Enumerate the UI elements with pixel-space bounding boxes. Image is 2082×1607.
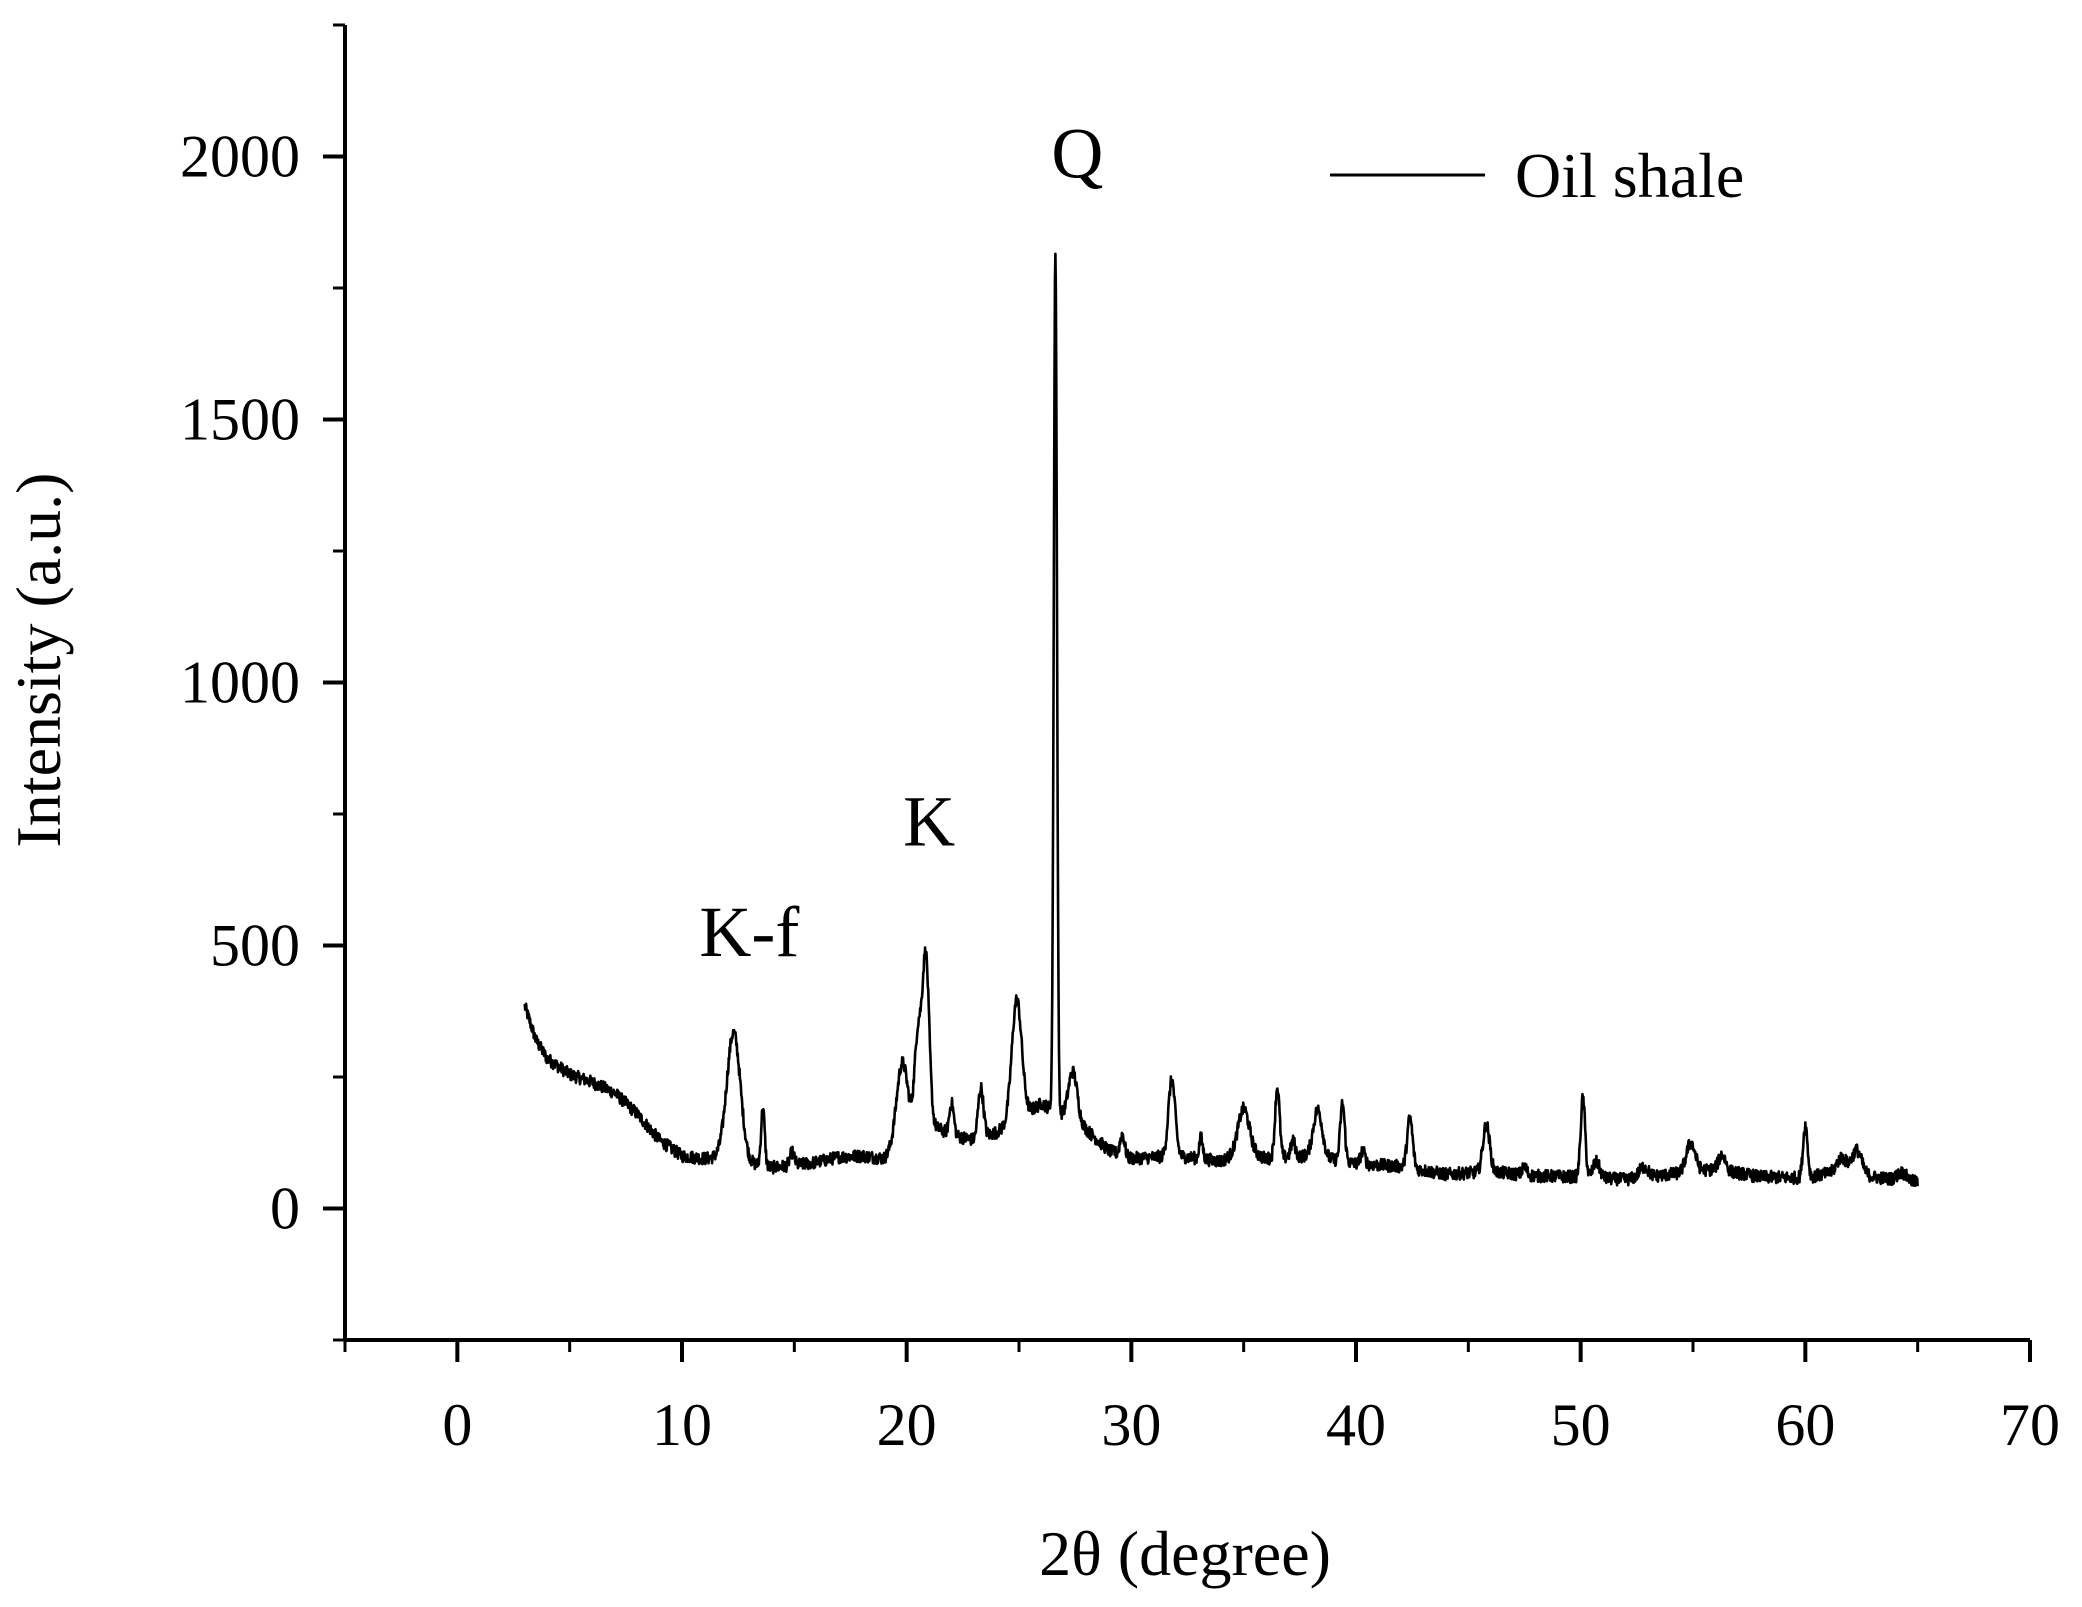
x-tick-label: 10 bbox=[652, 1392, 712, 1458]
x-tick-label: 40 bbox=[1326, 1392, 1386, 1458]
series-group bbox=[523, 252, 1919, 1187]
x-tick-label: 20 bbox=[877, 1392, 937, 1458]
y-tick-label: 1500 bbox=[180, 387, 300, 453]
series-line-oil-shale bbox=[523, 252, 1919, 1187]
y-tick-label: 500 bbox=[210, 913, 300, 979]
x-axis-title: 2θ (degree) bbox=[1039, 1518, 1331, 1589]
x-tick-label: 50 bbox=[1551, 1392, 1611, 1458]
x-tick-label: 70 bbox=[2000, 1392, 2060, 1458]
y-axis-ticks: 0 500 1000 1500 2000 bbox=[180, 23, 345, 1342]
x-tick-label: 30 bbox=[1101, 1392, 1161, 1458]
legend: Oil shale bbox=[1330, 140, 1744, 211]
legend-label-oil-shale: Oil shale bbox=[1515, 140, 1744, 211]
x-tick-label: 0 bbox=[442, 1392, 472, 1458]
x-axis-ticks: 0 10 20 30 40 50 60 70 bbox=[343, 1340, 2060, 1458]
annotation-k-f: K-f bbox=[699, 892, 799, 972]
y-tick-label: 2000 bbox=[180, 124, 300, 190]
axes bbox=[343, 25, 2030, 1342]
y-axis-title: Intensity (a.u.) bbox=[3, 473, 74, 848]
annotation-q: Q bbox=[1051, 114, 1103, 194]
y-tick-label: 1000 bbox=[180, 650, 300, 716]
x-tick-label: 60 bbox=[1775, 1392, 1835, 1458]
annotation-k: K bbox=[903, 782, 955, 862]
y-tick-label: 0 bbox=[270, 1176, 300, 1242]
peak-annotations: K-f K Q bbox=[699, 114, 1103, 972]
